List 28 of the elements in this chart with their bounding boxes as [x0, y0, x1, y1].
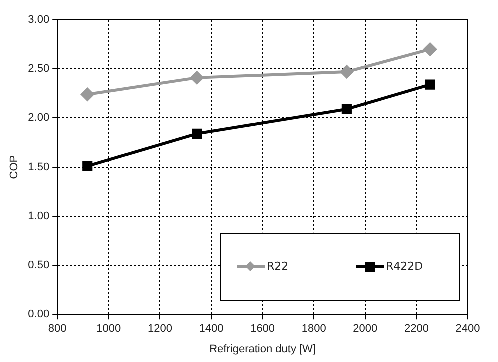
y-tick-label: 2.50 [28, 63, 50, 76]
point [425, 80, 436, 90]
y-axis-title: COP [8, 155, 21, 180]
legend-label: R422D [386, 260, 424, 274]
point [424, 42, 437, 56]
point [340, 66, 354, 79]
point [342, 104, 352, 114]
x-tick-label: 800 [48, 323, 67, 336]
y-tick-label: 0.50 [28, 260, 50, 272]
y-tick-label: 0.00 [28, 308, 50, 321]
x-tick-label: 1800 [302, 323, 326, 336]
legend-label: R22 [267, 260, 289, 274]
point [82, 161, 93, 172]
x-tick-label: 1000 [96, 323, 122, 336]
x-tick-label: 1200 [148, 323, 172, 336]
y-tick-label: 1.50 [28, 161, 50, 174]
y-tick-label: 2.00 [28, 112, 50, 124]
point [190, 71, 204, 84]
x-tick-label: 2200 [404, 323, 429, 336]
x-tick-label: 2000 [353, 323, 378, 336]
point [81, 88, 94, 102]
y-tick-label: 1.00 [28, 210, 50, 222]
x-tick-label: 2400 [456, 323, 480, 336]
x-tick-label: 1400 [199, 323, 224, 336]
point [192, 128, 202, 139]
x-axis-title: Refrigeration duty [W] [210, 343, 316, 356]
x-tick-label: 1600 [250, 323, 276, 336]
y-tick-label: 3.00 [28, 14, 50, 26]
